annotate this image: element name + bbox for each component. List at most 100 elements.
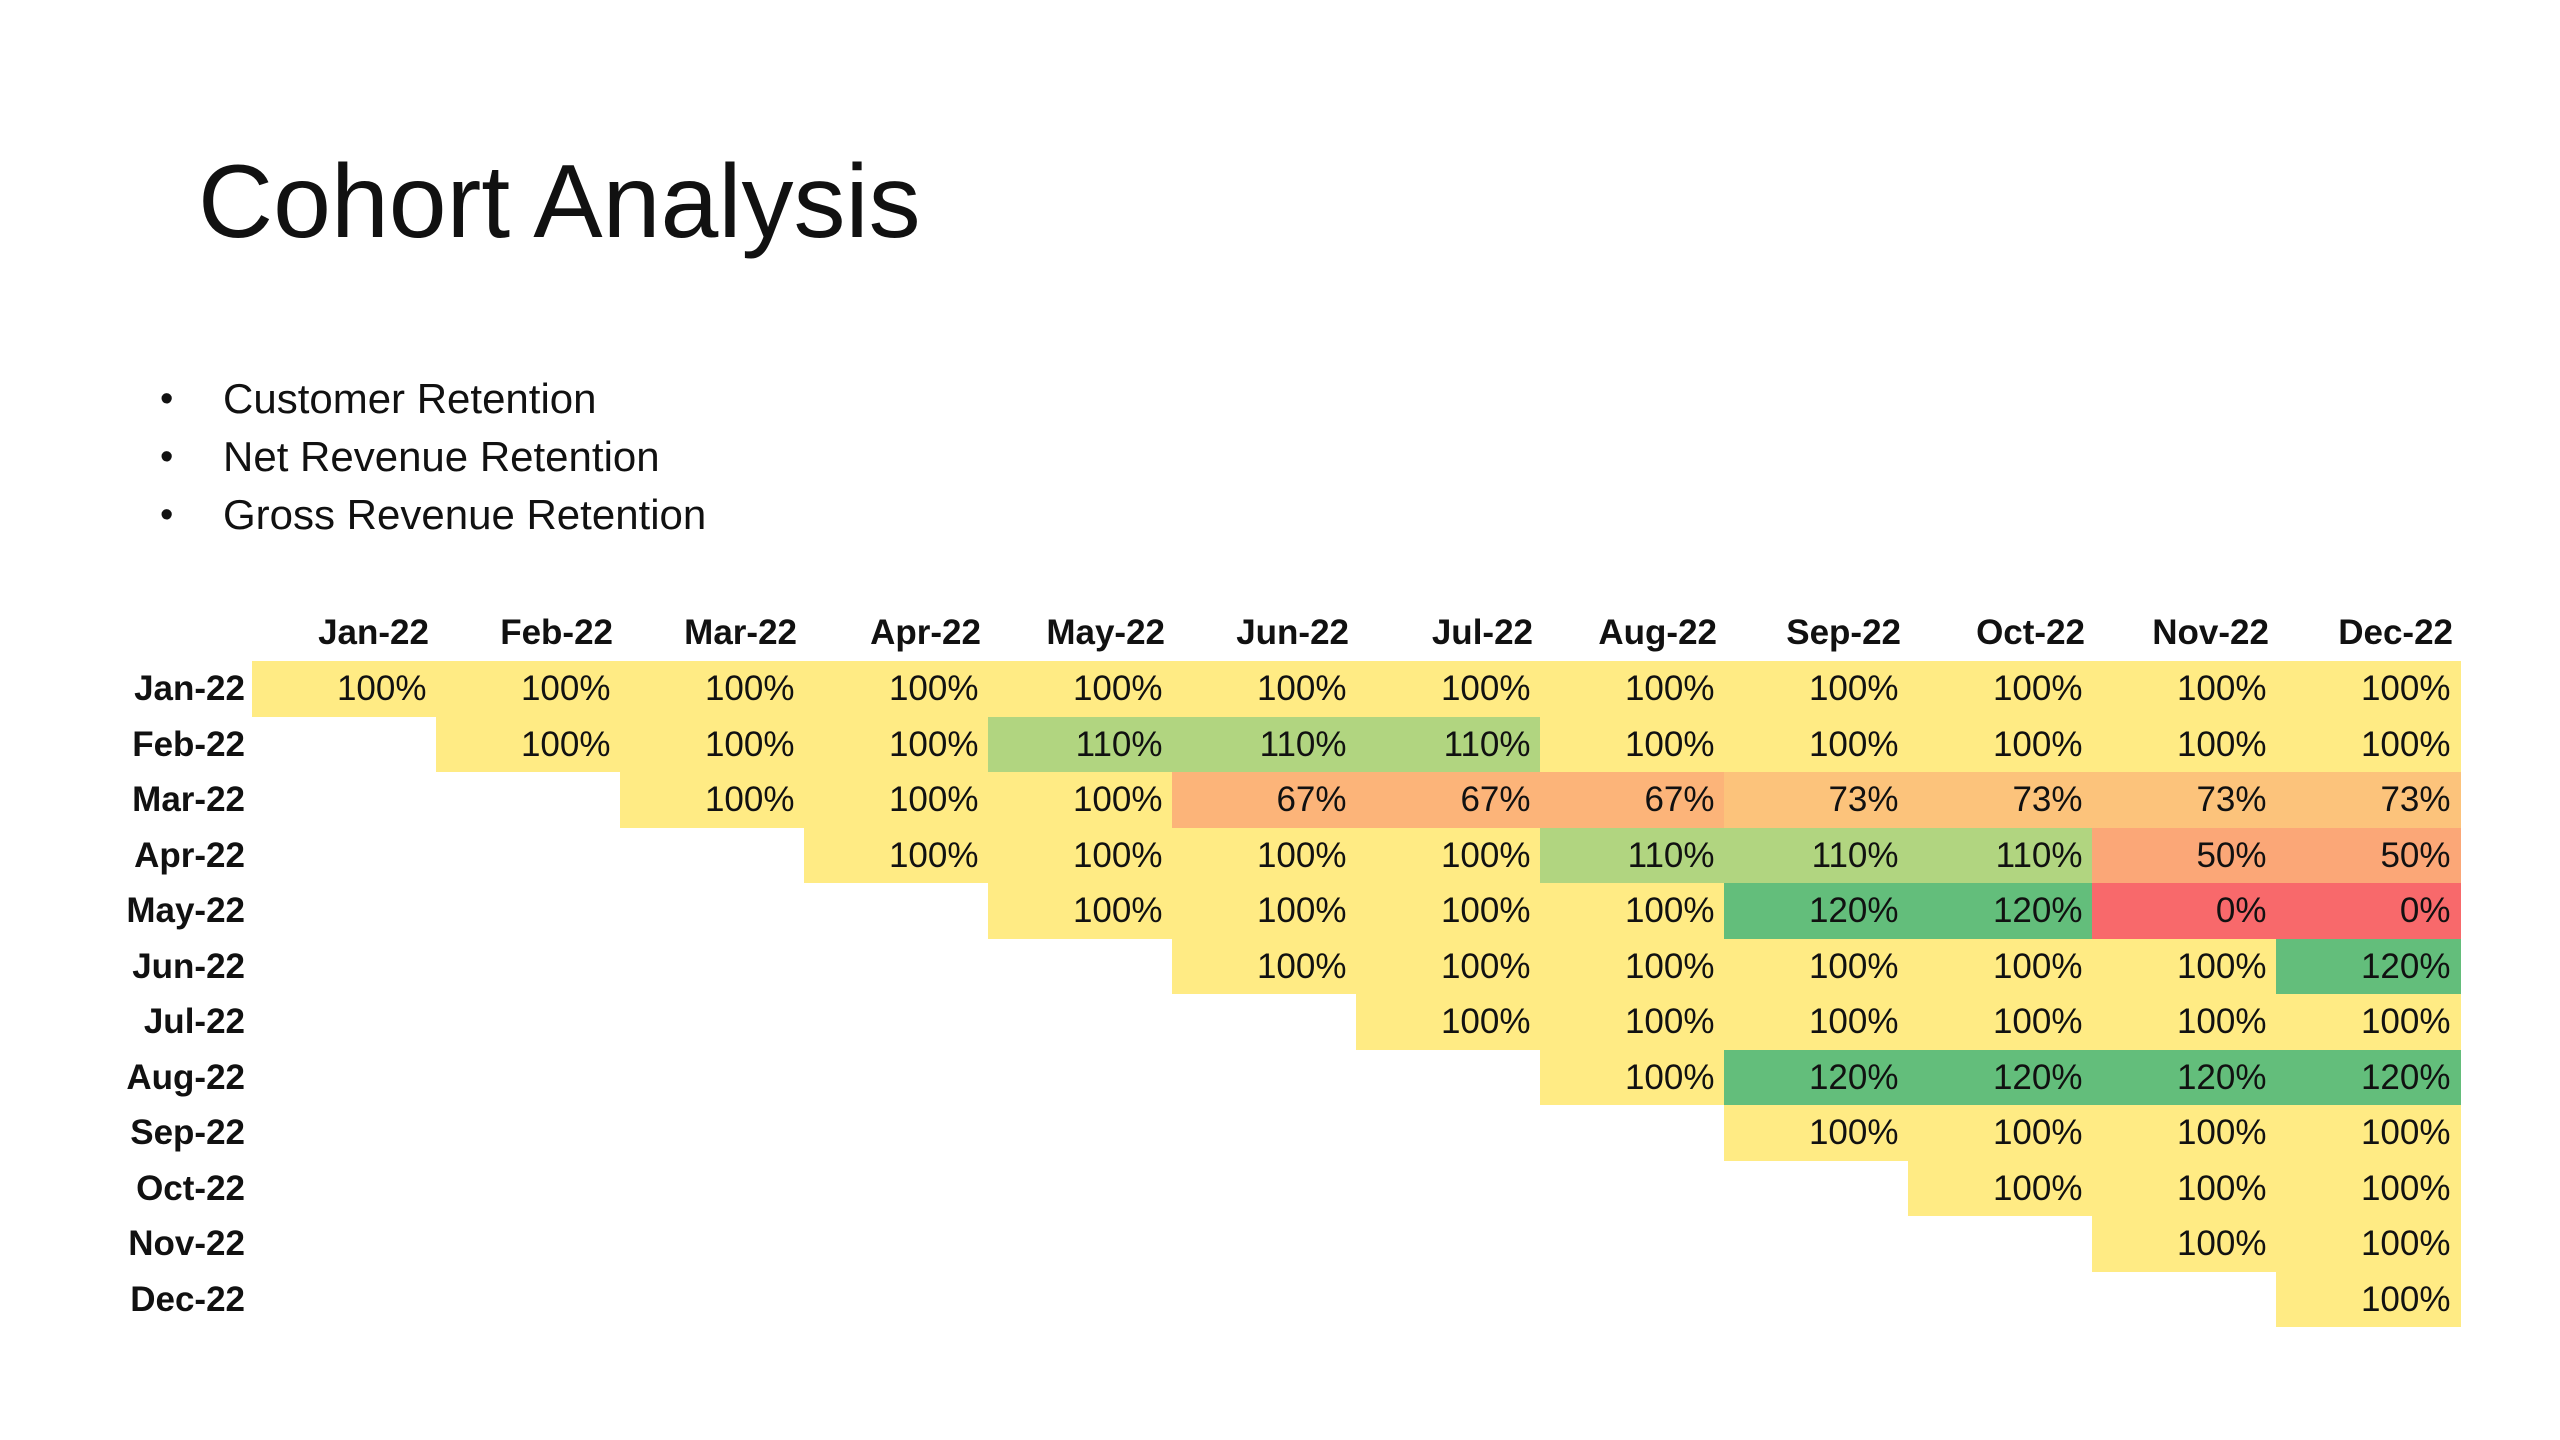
slide-title: Cohort Analysis <box>198 144 921 260</box>
heatmap-cell: 100% <box>1540 994 1725 1050</box>
heatmap-cell: 120% <box>1724 883 1909 939</box>
bullet-dot-icon: • <box>160 436 174 478</box>
column-header: Apr-22 <box>870 613 981 652</box>
heatmap-cell: 100% <box>1356 661 1541 717</box>
row-header: Sep-22 <box>130 1113 245 1152</box>
heatmap-cell: 100% <box>1356 994 1541 1050</box>
heatmap-cell: 100% <box>1908 716 2093 772</box>
heatmap-cell: 100% <box>1724 716 1909 772</box>
bullet-item: • Net Revenue Retention <box>160 428 706 486</box>
bullet-dot-icon: • <box>160 378 174 420</box>
heatmap-cell: 120% <box>2276 1049 2461 1105</box>
bullet-text: Gross Revenue Retention <box>223 491 707 538</box>
row-header: Dec-22 <box>130 1279 245 1319</box>
heatmap-cell: 100% <box>1172 827 1357 883</box>
heatmap-cell: 100% <box>988 772 1173 828</box>
row-header: Aug-22 <box>126 1057 245 1097</box>
column-header: Feb-22 <box>500 613 613 652</box>
heatmap-cell: 100% <box>1356 883 1541 939</box>
heatmap-cell: 100% <box>1908 661 2093 717</box>
heatmap-cell: 100% <box>620 772 805 828</box>
heatmap-cell: 73% <box>1908 772 2093 828</box>
heatmap-cell: 100% <box>2276 994 2461 1050</box>
heatmap-cell: 100% <box>1172 938 1357 994</box>
column-header: Mar-22 <box>684 613 797 652</box>
heatmap-cell: 73% <box>2276 772 2461 828</box>
heatmap-cell: 120% <box>2276 938 2461 994</box>
row-header: Jul-22 <box>143 1002 245 1041</box>
column-header: Dec-22 <box>2338 613 2453 652</box>
heatmap-cell: 100% <box>1172 883 1357 939</box>
column-header: Jan-22 <box>318 613 429 652</box>
column-header: Jun-22 <box>1236 613 1349 652</box>
heatmap-cell: 100% <box>804 772 989 828</box>
bullet-item: • Customer Retention <box>160 370 706 428</box>
heatmap-cell: 100% <box>1540 716 1725 772</box>
heatmap-cell: 100% <box>436 716 621 772</box>
heatmap-cell: 100% <box>804 716 989 772</box>
heatmap-cell: 100% <box>804 827 989 883</box>
heatmap-cell: 120% <box>1908 883 2093 939</box>
heatmap-cell: 67% <box>1172 772 1357 828</box>
heatmap-cell: 100% <box>1540 1049 1725 1105</box>
bullet-text: Customer Retention <box>223 375 597 422</box>
heatmap-cell: 0% <box>2276 883 2461 939</box>
bullet-text: Net Revenue Retention <box>223 433 660 480</box>
bullet-item: • Gross Revenue Retention <box>160 486 706 544</box>
heatmap-cell: 110% <box>1724 827 1909 883</box>
column-header: Aug-22 <box>1598 613 1717 652</box>
heatmap-cell: 100% <box>2092 1160 2277 1216</box>
heatmap-cell: 110% <box>1540 827 1725 883</box>
row-header: Feb-22 <box>132 724 245 764</box>
row-header: Mar-22 <box>132 780 245 819</box>
row-header: Nov-22 <box>128 1224 245 1263</box>
bullet-list: • Customer Retention • Net Revenue Retenti… <box>160 370 706 544</box>
heatmap-cell: 100% <box>2092 994 2277 1050</box>
heatmap-cell: 110% <box>988 716 1173 772</box>
row-header: Jan-22 <box>134 669 245 708</box>
row-header: Apr-22 <box>134 835 245 875</box>
heatmap-cell: 100% <box>2276 1216 2461 1272</box>
heatmap-cell: 100% <box>2276 1105 2461 1161</box>
column-header: Jul-22 <box>1431 613 1533 652</box>
heatmap-cell: 67% <box>1540 772 1725 828</box>
heatmap-cell: 110% <box>1356 716 1541 772</box>
heatmap-cell: 100% <box>2092 716 2277 772</box>
heatmap-cell: 100% <box>436 661 621 717</box>
heatmap-cell: 100% <box>988 661 1173 717</box>
column-header: Oct-22 <box>1976 613 2085 652</box>
heatmap-cell: 0% <box>2092 883 2277 939</box>
heatmap-cell: 110% <box>1908 827 2093 883</box>
heatmap-cell: 120% <box>1908 1049 2093 1105</box>
row-header: Jun-22 <box>132 946 245 986</box>
row-header: Oct-22 <box>136 1168 245 1208</box>
heatmap-cell: 120% <box>1724 1049 1909 1105</box>
heatmap-cell: 100% <box>2092 661 2277 717</box>
heatmap-cell: 100% <box>2276 1271 2461 1327</box>
heatmap-cell: 100% <box>1540 938 1725 994</box>
heatmap-cell: 100% <box>2092 1105 2277 1161</box>
heatmap-cell: 110% <box>1172 716 1357 772</box>
heatmap-cell: 100% <box>988 883 1173 939</box>
column-header: Sep-22 <box>1786 613 1901 652</box>
heatmap-cell: 100% <box>2092 1216 2277 1272</box>
heatmap-cell: 73% <box>1724 772 1909 828</box>
heatmap-cell: 100% <box>620 716 805 772</box>
heatmap-cell: 100% <box>1908 1160 2093 1216</box>
heatmap-cell: 67% <box>1356 772 1541 828</box>
heatmap-cell: 100% <box>1724 1105 1909 1161</box>
row-header: May-22 <box>126 891 245 930</box>
bullet-dot-icon: • <box>160 494 174 536</box>
heatmap-cell: 100% <box>804 661 989 717</box>
heatmap-cell: 50% <box>2276 827 2461 883</box>
heatmap-cell: 100% <box>2276 661 2461 717</box>
heatmap-cell: 100% <box>1908 1105 2093 1161</box>
heatmap-cell: 100% <box>1724 938 1909 994</box>
heatmap-cell: 100% <box>1540 883 1725 939</box>
heatmap-cell: 100% <box>2092 938 2277 994</box>
heatmap-cell: 100% <box>2276 1160 2461 1216</box>
heatmap-cell: 120% <box>2092 1049 2277 1105</box>
heatmap-cell: 100% <box>252 661 437 717</box>
column-header: Nov-22 <box>2152 613 2269 652</box>
